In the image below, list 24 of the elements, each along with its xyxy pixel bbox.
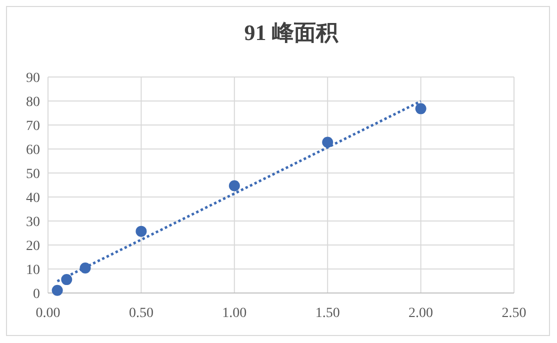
x-tick-label: 2.00 [408,306,434,321]
y-tick-label: 40 [26,191,40,206]
point [322,136,334,148]
x-tick-label: 0.00 [36,306,60,321]
y-tick-label: 20 [26,239,40,254]
y-tick-label: 30 [26,215,40,230]
x-tick-label: 2.50 [502,306,526,321]
x-tick-label: 0.50 [128,306,154,321]
point [415,103,426,114]
y-tick-label: 90 [26,71,40,86]
point [52,284,63,296]
x-tick-label: 1.00 [222,306,247,321]
point [228,180,240,192]
point [80,262,91,274]
y-tick-label: 60 [26,143,40,158]
x-tick-label: 1.50 [315,306,340,321]
y-tick-label: 50 [26,167,40,182]
y-tick-label: 10 [26,263,40,278]
point [136,226,147,237]
y-tick-label: 70 [26,119,40,134]
point [61,274,72,286]
y-tick-label: 80 [26,95,40,110]
chart-title: 91 峰面积 [244,20,339,45]
y-tick-label: 0 [33,287,40,302]
